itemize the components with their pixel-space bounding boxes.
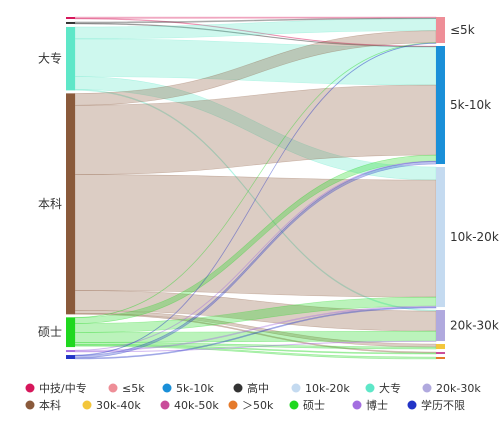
node-label-5k-10k: 5k-10k <box>450 98 491 112</box>
legend-swatch-gaozhong <box>233 383 243 393</box>
legend-swatch-5k-10k <box>162 383 172 393</box>
legend-label-5k-10k: 5k-10k <box>176 382 214 395</box>
link-buxian-to-10k-20k <box>74 306 437 360</box>
legend-label-zhongji: 中技/中专 <box>39 381 87 395</box>
legend-item-zhongji[interactable]: 中技/中专 <box>25 381 87 395</box>
node-boshi[interactable] <box>66 350 75 353</box>
node-5k-10k[interactable] <box>436 45 445 165</box>
legend-swatch-20k-30k <box>422 383 432 393</box>
node-gt50k[interactable] <box>436 357 445 359</box>
node-20k-30k[interactable] <box>436 310 445 342</box>
legend-item-10k-20k[interactable]: 10k-20k <box>291 382 351 395</box>
legend-swatch-10k-20k <box>291 383 301 393</box>
legend-swatch-gt50k <box>228 400 238 410</box>
legend-swatch-zhongji <box>25 383 35 393</box>
legend-item-benke[interactable]: 本科 <box>25 398 62 412</box>
link-shuoshi-to-40k-50k <box>74 344 437 355</box>
link-buxian-to-le5k <box>74 42 437 356</box>
node-benke[interactable] <box>66 93 75 315</box>
legend-swatch-shuoshi <box>289 400 299 410</box>
link-shuoshi-to-le5k <box>74 42 437 318</box>
legend-label-30k-40k: 30k-40k <box>96 399 141 412</box>
legend-swatch-boshi <box>352 400 362 410</box>
legend-swatch-buxian <box>407 400 417 410</box>
legend-label-20k-30k: 20k-30k <box>436 382 481 395</box>
legend-label-le5k: ≤5k <box>122 382 145 395</box>
legend-swatch-dazhuan <box>365 383 375 393</box>
node-shuoshi[interactable] <box>66 317 75 348</box>
sankey-links <box>74 16 437 360</box>
node-40k-50k[interactable] <box>436 352 445 355</box>
link-benke-to-10k-20k <box>74 174 437 298</box>
legend-item-le5k[interactable]: ≤5k <box>108 382 146 395</box>
link-shuoshi-to-30k-40k <box>74 342 437 350</box>
link-shuoshi-to-20k-30k <box>74 330 437 343</box>
link-zhongji-to-le5k <box>74 16 437 19</box>
legend-label-10k-20k: 10k-20k <box>305 382 350 395</box>
sankey-nodes <box>66 17 445 359</box>
legend-label-40k-50k: 40k-50k <box>174 399 219 412</box>
legend-item-30k-40k[interactable]: 30k-40k <box>82 399 142 412</box>
legend-item-40k-50k[interactable]: 40k-50k <box>160 399 220 412</box>
legend-item-gt50k[interactable]: ＞50k <box>228 399 274 412</box>
legend-swatch-40k-50k <box>160 400 170 410</box>
legend-label-shuoshi: 硕士 <box>303 399 325 412</box>
legend-label-gt50k: ＞50k <box>242 399 274 412</box>
node-dazhuan[interactable] <box>66 26 75 91</box>
legend-label-gaozhong: 高中 <box>247 381 269 395</box>
legend-item-5k-10k[interactable]: 5k-10k <box>162 382 215 395</box>
node-30k-40k[interactable] <box>436 344 445 350</box>
legend-item-dazhuan[interactable]: 大专 <box>365 381 402 395</box>
link-boshi-to-10k-20k <box>74 305 437 352</box>
node-10k-20k[interactable] <box>436 167 445 308</box>
node-buxian[interactable] <box>66 355 75 359</box>
legend-swatch-le5k <box>108 383 118 393</box>
node-label-10k-20k: 10k-20k <box>450 230 499 244</box>
legend-item-gaozhong[interactable]: 高中 <box>233 381 270 395</box>
node-zhongji[interactable] <box>66 17 75 19</box>
legend-label-boshi: 博士 <box>366 399 388 412</box>
legend-label-buxian: 学历不限 <box>421 398 465 412</box>
legend-label-dazhuan: 大专 <box>379 381 401 395</box>
legend-item-20k-30k[interactable]: 20k-30k <box>422 382 482 395</box>
legend-label-benke: 本科 <box>39 398 61 412</box>
legend-item-shuoshi[interactable]: 硕士 <box>289 399 326 412</box>
link-boshi-to-20k-30k <box>74 340 437 353</box>
node-label-benke: 本科 <box>38 197 62 211</box>
node-gaozhong[interactable] <box>66 21 75 24</box>
node-label-20k-30k: 20k-30k <box>450 319 499 333</box>
legend-swatch-30k-40k <box>82 400 92 410</box>
legend-item-buxian[interactable]: 学历不限 <box>407 398 466 412</box>
node-label-dazhuan: 大专 <box>38 51 62 66</box>
legend-swatch-benke <box>25 400 35 410</box>
legend[interactable]: 中技/中专 ≤5k 5k-10k 高中 10k-20k 大专 20k-30k 本科 30k-40… <box>25 381 482 412</box>
node-label-shuoshi: 硕士 <box>38 325 62 339</box>
node-label-le5k: ≤5k <box>450 23 475 37</box>
legend-item-boshi[interactable]: 博士 <box>352 399 389 412</box>
node-le5k[interactable] <box>436 17 445 44</box>
